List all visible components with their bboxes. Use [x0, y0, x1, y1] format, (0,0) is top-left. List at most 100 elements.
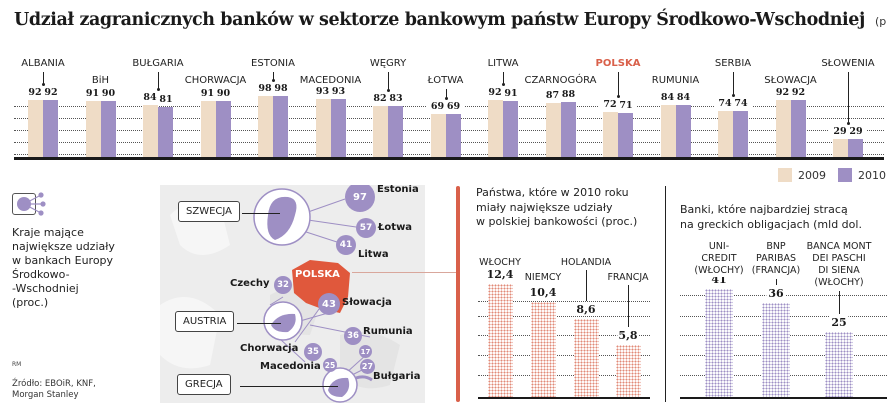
map-label-polska: POLSKA [295, 269, 340, 280]
value-2010: 92 [791, 86, 806, 98]
bar-2009 [603, 112, 618, 157]
owner-label-austria: AUSTRIA [175, 311, 235, 332]
label-backdrop [771, 85, 810, 100]
country-label: WĘGRY [369, 58, 407, 69]
bar-2010 [215, 101, 231, 157]
bar-label: BNP PARIBAS (FRANCJA) [751, 241, 801, 277]
bar-value: 5,8 [617, 328, 639, 342]
bar-2010 [100, 101, 116, 157]
bubble-chorwacja: 35 [304, 343, 322, 361]
bar-2009 [718, 111, 733, 157]
country-label: ALBANIA [21, 58, 65, 69]
label-backdrop [829, 125, 867, 140]
legend-item-2010: 2010 [838, 168, 886, 182]
title-line: miały największe udziały [476, 200, 613, 214]
leader-line [839, 291, 840, 314]
bar [705, 289, 733, 398]
leader-line [733, 72, 734, 96]
leader-line [618, 72, 619, 97]
title-line: Państwa, które w 2010 roku [476, 186, 629, 199]
value-2009: 87 [545, 90, 560, 102]
country-label: BUŁGARIA [132, 58, 184, 69]
map-name-macedonia: Macedonia [260, 361, 321, 372]
owner-label-grecja: GRECJA [177, 374, 231, 395]
legend-item-2009: 2009 [778, 168, 826, 182]
label-backdrop [24, 85, 62, 100]
leader-line [628, 285, 629, 327]
bar-2009 [28, 99, 43, 157]
bar [616, 344, 641, 398]
map-name-bulgaria: Bułgaria [373, 371, 421, 382]
country-label: CZARNOGÓRA [524, 75, 597, 86]
title-line: Banki, które najbardziej stracą [680, 203, 848, 216]
leader-dot [617, 95, 620, 99]
label-backdrop [426, 100, 465, 115]
value-2009: 69 [430, 101, 445, 113]
bar-2009 [833, 139, 848, 157]
map-name-estonia: Estonia [377, 185, 419, 195]
bar-2009 [258, 96, 273, 157]
label-line: DI SIENA [818, 265, 860, 276]
value-2009: 84 [143, 91, 157, 103]
chart-baseline [478, 397, 650, 399]
leader-dot [732, 94, 735, 98]
bar-2009 [143, 104, 158, 157]
label-line: PARIBAS [755, 253, 797, 264]
bar-2010 [158, 106, 173, 157]
bar-2009 [200, 100, 216, 157]
value-2009: 93 [315, 86, 330, 98]
bar-label: WŁOCHY [479, 257, 521, 268]
leader-line [445, 89, 447, 99]
leader-dot [272, 79, 275, 83]
country-label: MACEDONIA [299, 75, 362, 86]
bubble-rumunia-greece: 17 [359, 345, 372, 358]
bar-value: 25 [829, 315, 849, 329]
label-backdrop [254, 82, 292, 97]
leader-dot [42, 82, 45, 86]
bar-2009 [775, 99, 791, 157]
bar-value: 36 [766, 286, 786, 300]
label-backdrop [81, 86, 120, 101]
country-label: SŁOWENIA [821, 58, 875, 69]
leader-dot [847, 122, 850, 126]
map-name-litwa: Litwa [358, 249, 389, 260]
gridline [478, 335, 650, 336]
leader-line [273, 72, 274, 81]
label-line: (WŁOCHY) [694, 265, 744, 276]
value-2010: 69 [446, 101, 461, 113]
leader-dot [387, 88, 390, 92]
greek-chart-title: Banki, które najbardziej stracą na greck… [680, 203, 862, 232]
bar-2010 [503, 100, 518, 157]
leader-line [503, 72, 504, 84]
title-line: na greckich obligacjach (mld dol. [680, 217, 862, 231]
connector-line [242, 213, 280, 214]
bubble-czechy: 32 [274, 276, 292, 294]
label-line: BANCA MONT [806, 241, 872, 252]
country-label: RUMUNIA [651, 75, 700, 86]
bar-2009 [430, 114, 446, 157]
bar [574, 318, 599, 398]
map-name-chorwacja: Chorwacja [240, 343, 299, 354]
value-2009: 92 [28, 86, 42, 98]
value-2010: 84 [676, 91, 691, 103]
author-credit: RM [12, 361, 22, 368]
section-divider [665, 186, 666, 402]
connector-line [237, 323, 281, 324]
gridline [478, 355, 650, 356]
bar-label: HOLANDIA [560, 257, 612, 268]
label-line: BNP [766, 241, 786, 252]
page-title: Udział zagranicznych banków w sektorze b… [14, 10, 887, 30]
bar [762, 302, 790, 398]
source-line: Źródło: EBOiR, KNF, [12, 379, 96, 389]
label-line: CREDIT [701, 253, 737, 264]
label-backdrop [311, 85, 350, 100]
legend-swatch-2009 [778, 168, 792, 182]
bar-value: 8,6 [575, 302, 597, 316]
map-note-line: (proc.) [12, 296, 49, 309]
leader-line [586, 270, 587, 301]
value-2010: 81 [159, 93, 173, 105]
source-note: Źródło: EBOiR, KNF, Morgan Stanley [12, 379, 96, 401]
country-label: SŁOWACJA [764, 75, 817, 86]
polska-connector-line [352, 272, 456, 273]
top-bar-chart: 92 92 ALBANIA 91 90 BiH 84 81 BUŁGARIA 91 90 CHORWA… [0, 0, 887, 190]
